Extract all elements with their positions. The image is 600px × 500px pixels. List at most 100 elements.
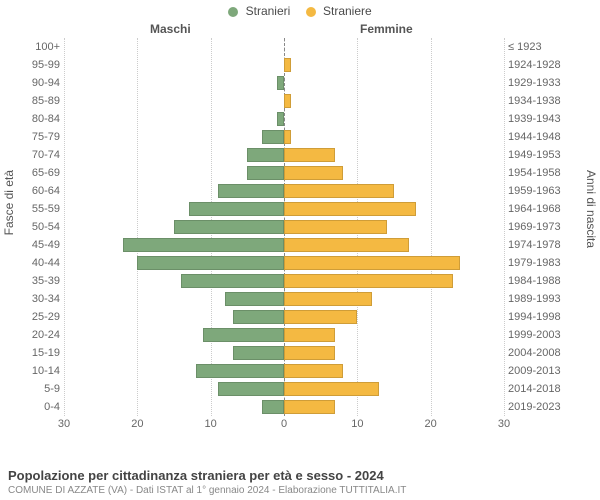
legend-female: Straniere — [306, 4, 372, 18]
footer-title: Popolazione per cittadinanza straniera p… — [8, 468, 592, 483]
bar-female — [284, 166, 343, 180]
x-axis: 3020100102030 — [64, 418, 504, 434]
birth-year-label: 1924-1928 — [508, 56, 588, 74]
bar-female — [284, 238, 409, 252]
pyramid-row — [64, 182, 504, 200]
birth-year-label: 1949-1953 — [508, 146, 588, 164]
bar-male — [233, 346, 284, 360]
birth-year-label: ≤ 1923 — [508, 38, 588, 56]
bar-male — [123, 238, 284, 252]
bar-male — [247, 166, 284, 180]
bar-female — [284, 346, 335, 360]
bar-female — [284, 202, 416, 216]
age-label: 15-19 — [4, 344, 60, 362]
bar-male — [233, 310, 284, 324]
birth-year-label: 1959-1963 — [508, 182, 588, 200]
birth-year-label: 1939-1943 — [508, 110, 588, 128]
bar-female — [284, 130, 291, 144]
bar-female — [284, 400, 335, 414]
pyramid-row — [64, 272, 504, 290]
bar-male — [174, 220, 284, 234]
bar-female — [284, 256, 460, 270]
bar-female — [284, 184, 394, 198]
bar-female — [284, 292, 372, 306]
age-label: 90-94 — [4, 74, 60, 92]
age-label: 60-64 — [4, 182, 60, 200]
pyramid-row — [64, 308, 504, 326]
pyramid-row — [64, 164, 504, 182]
bar-male — [247, 148, 284, 162]
bar-female — [284, 310, 357, 324]
birth-year-label: 2009-2013 — [508, 362, 588, 380]
pyramid-chart — [64, 38, 504, 416]
bar-female — [284, 220, 387, 234]
bar-female — [284, 364, 343, 378]
x-tick-label: 30 — [58, 418, 70, 430]
pyramid-row — [64, 56, 504, 74]
pyramid-row — [64, 236, 504, 254]
x-tick-label: 20 — [131, 418, 143, 430]
x-tick-label: 0 — [281, 418, 287, 430]
age-label: 80-84 — [4, 110, 60, 128]
birth-year-label: 2004-2008 — [508, 344, 588, 362]
age-label: 50-54 — [4, 218, 60, 236]
grid-line — [504, 38, 505, 416]
age-label: 0-4 — [4, 398, 60, 416]
birth-year-label: 1929-1933 — [508, 74, 588, 92]
pyramid-row — [64, 326, 504, 344]
age-label: 85-89 — [4, 92, 60, 110]
pyramid-row — [64, 290, 504, 308]
x-tick-label: 20 — [425, 418, 437, 430]
bar-male — [196, 364, 284, 378]
pyramid-row — [64, 380, 504, 398]
age-label: 95-99 — [4, 56, 60, 74]
age-label: 75-79 — [4, 128, 60, 146]
footer-subtitle: COMUNE DI AZZATE (VA) - Dati ISTAT al 1°… — [8, 485, 592, 496]
pyramid-row — [64, 38, 504, 56]
x-tick-label: 10 — [351, 418, 363, 430]
birth-year-label: 1994-1998 — [508, 308, 588, 326]
bar-male — [218, 184, 284, 198]
bar-male — [262, 400, 284, 414]
birth-year-label: 1984-1988 — [508, 272, 588, 290]
birth-year-label: 1974-1978 — [508, 236, 588, 254]
birth-year-label: 2014-2018 — [508, 380, 588, 398]
x-tick-label: 30 — [498, 418, 510, 430]
bar-female — [284, 328, 335, 342]
age-label: 5-9 — [4, 380, 60, 398]
pyramid-row — [64, 74, 504, 92]
legend-female-swatch — [306, 7, 316, 17]
column-title-male: Maschi — [150, 22, 191, 36]
age-label: 40-44 — [4, 254, 60, 272]
chart-container: Stranieri Straniere Maschi Femmine Fasce… — [0, 0, 600, 500]
legend-female-label: Straniere — [323, 4, 372, 18]
bar-male — [277, 112, 284, 126]
bar-male — [189, 202, 284, 216]
pyramid-row — [64, 398, 504, 416]
bar-male — [277, 76, 284, 90]
pyramid-row — [64, 362, 504, 380]
x-tick-label: 10 — [205, 418, 217, 430]
bar-female — [284, 382, 379, 396]
birth-year-label: 1989-1993 — [508, 290, 588, 308]
legend-male: Stranieri — [228, 4, 290, 18]
pyramid-row — [64, 200, 504, 218]
age-label: 70-74 — [4, 146, 60, 164]
bar-male — [203, 328, 284, 342]
legend-male-label: Stranieri — [246, 4, 291, 18]
legend: Stranieri Straniere — [0, 4, 600, 18]
footer: Popolazione per cittadinanza straniera p… — [8, 468, 592, 496]
pyramid-row — [64, 110, 504, 128]
birth-year-label: 2019-2023 — [508, 398, 588, 416]
birth-year-label: 1969-1973 — [508, 218, 588, 236]
pyramid-row — [64, 146, 504, 164]
pyramid-row — [64, 92, 504, 110]
age-label: 100+ — [4, 38, 60, 56]
bar-female — [284, 148, 335, 162]
birth-year-label: 1944-1948 — [508, 128, 588, 146]
bar-male — [262, 130, 284, 144]
pyramid-row — [64, 128, 504, 146]
birth-year-label: 1934-1938 — [508, 92, 588, 110]
bar-female — [284, 94, 291, 108]
column-title-female: Femmine — [360, 22, 413, 36]
